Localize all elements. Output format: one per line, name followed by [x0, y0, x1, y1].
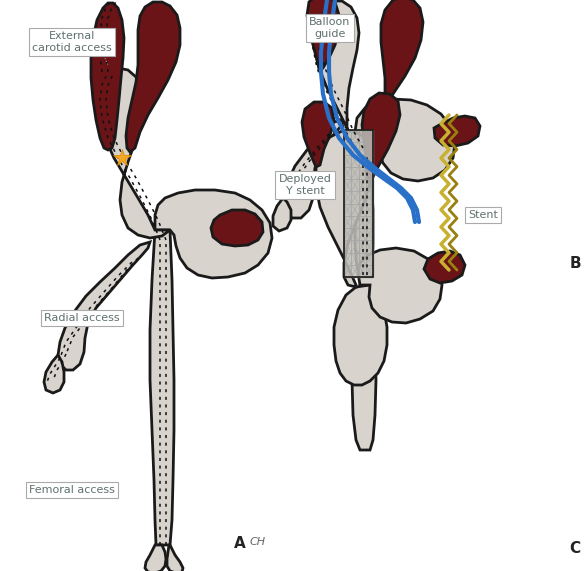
Text: Femoral access: Femoral access	[29, 485, 115, 495]
Text: A: A	[234, 536, 246, 551]
Polygon shape	[355, 145, 373, 275]
Polygon shape	[316, 131, 373, 287]
Polygon shape	[91, 3, 124, 150]
Polygon shape	[283, 120, 345, 218]
Polygon shape	[381, 0, 423, 110]
Polygon shape	[145, 545, 166, 571]
Polygon shape	[334, 285, 387, 385]
Polygon shape	[362, 93, 400, 183]
Polygon shape	[44, 355, 64, 393]
Polygon shape	[344, 130, 373, 277]
Polygon shape	[302, 102, 334, 167]
Text: Deployed
Y stent: Deployed Y stent	[279, 174, 332, 196]
Text: B: B	[569, 256, 581, 271]
Polygon shape	[155, 190, 272, 278]
Polygon shape	[126, 2, 180, 152]
Text: Balloon
guide: Balloon guide	[309, 17, 350, 39]
Polygon shape	[150, 230, 174, 545]
Polygon shape	[424, 251, 465, 283]
Text: CH: CH	[250, 537, 266, 547]
Polygon shape	[99, 68, 170, 238]
Polygon shape	[352, 285, 376, 450]
Polygon shape	[211, 210, 263, 246]
Polygon shape	[273, 198, 291, 231]
Text: Radial access: Radial access	[44, 313, 120, 323]
Polygon shape	[167, 545, 183, 571]
Polygon shape	[58, 242, 150, 370]
Polygon shape	[313, 1, 370, 148]
Text: External
carotid access: External carotid access	[32, 31, 112, 53]
Text: Stent: Stent	[468, 210, 498, 220]
Polygon shape	[355, 99, 455, 181]
Text: C: C	[569, 541, 581, 556]
Polygon shape	[358, 248, 442, 323]
Polygon shape	[434, 116, 480, 146]
Polygon shape	[307, 0, 339, 68]
